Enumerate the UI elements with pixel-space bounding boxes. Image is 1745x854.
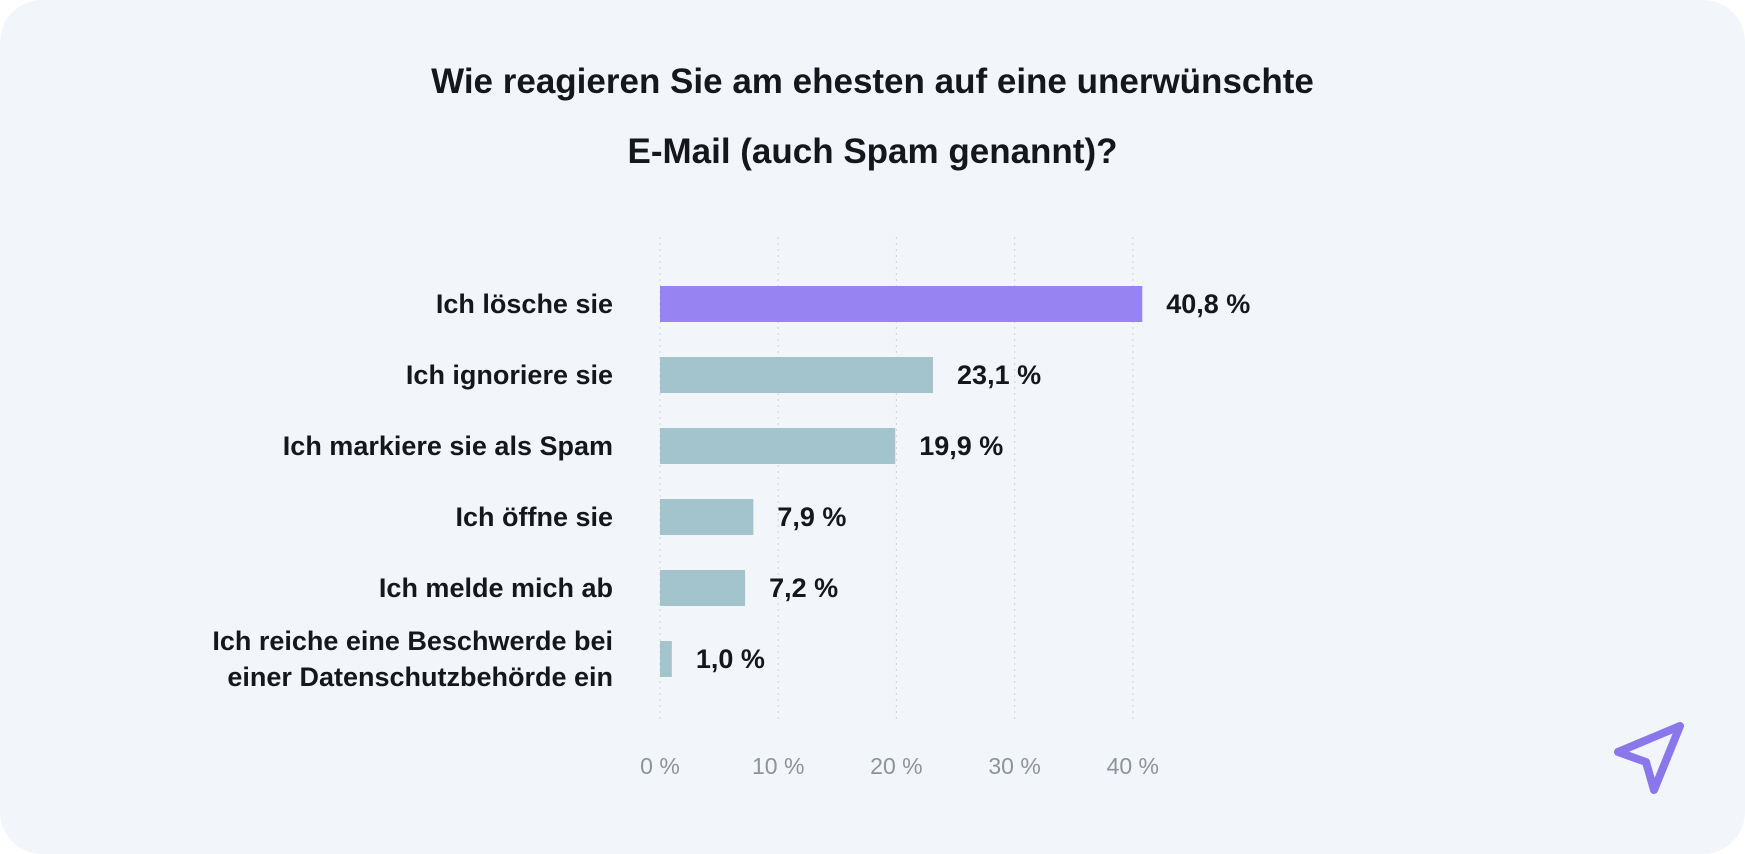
x-tick-label: 40 % (1107, 753, 1159, 779)
bar-5 (660, 641, 672, 677)
bar-0 (660, 286, 1143, 322)
category-label: Ich lösche sie (436, 289, 613, 319)
value-label: 23,1 % (957, 360, 1041, 390)
chart-title-line-1: Wie reagieren Sie am ehesten auf eine un… (431, 62, 1314, 101)
value-label: 7,2 % (769, 573, 838, 603)
value-label: 7,9 % (777, 502, 846, 532)
x-tick-label: 0 % (640, 753, 680, 779)
category-label: Ich reiche eine Beschwerde bei (212, 626, 613, 656)
bar-2 (660, 428, 896, 464)
category-label: Ich öffne sie (455, 502, 613, 532)
value-label: 19,9 % (919, 431, 1003, 461)
bar-1 (660, 357, 934, 393)
category-label: Ich melde mich ab (379, 573, 613, 603)
category-label: einer Datenschutzbehörde ein (227, 662, 613, 692)
category-label: Ich ignoriere sie (406, 360, 613, 390)
x-tick-label: 20 % (870, 753, 922, 779)
paper-plane-icon (1614, 722, 1684, 794)
category-label: Ich markiere sie als Spam (283, 431, 613, 461)
value-label: 1,0 % (696, 644, 765, 674)
chart-title-line-2: E-Mail (auch Spam genannt)? (627, 132, 1118, 171)
value-label: 40,8 % (1166, 289, 1250, 319)
x-tick-label: 10 % (752, 753, 804, 779)
bar-4 (660, 570, 746, 606)
x-tick-label: 30 % (988, 753, 1040, 779)
bar-3 (660, 499, 754, 535)
